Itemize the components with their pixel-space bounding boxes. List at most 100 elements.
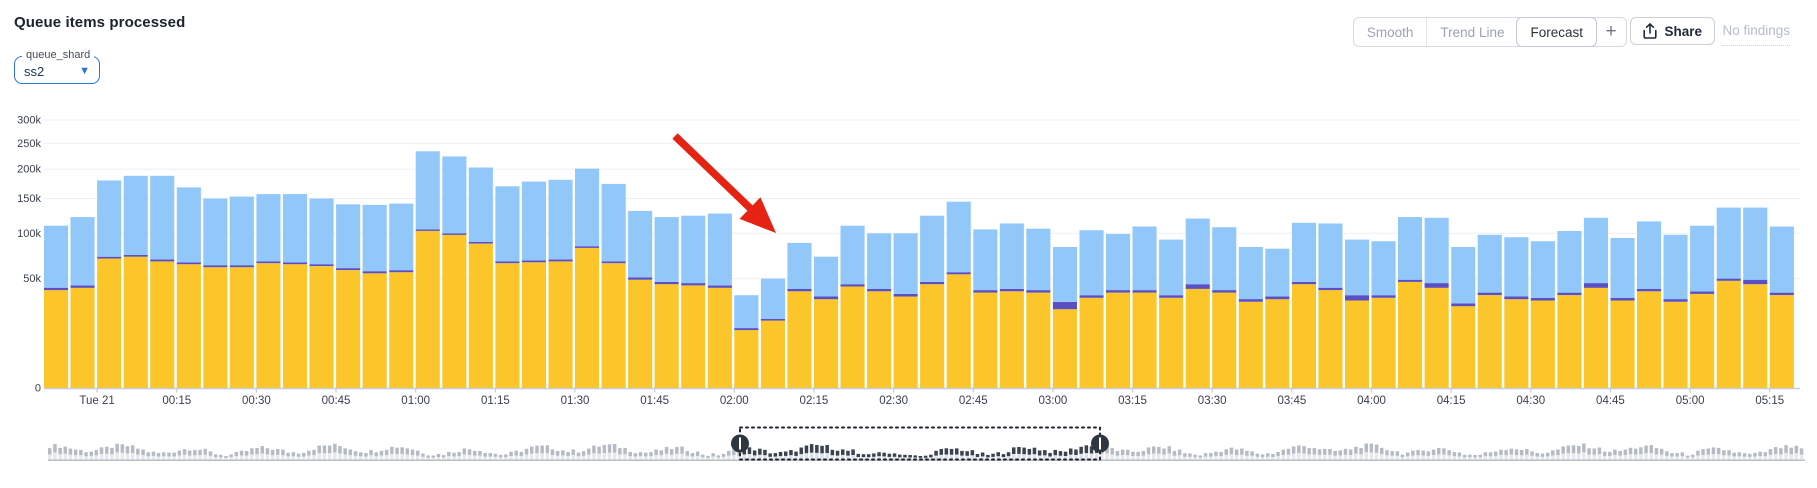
bar-segment-yellow [760,320,785,388]
svg-text:01:30: 01:30 [561,395,590,407]
bar-segment-yellow [1663,301,1688,388]
overview-minimap[interactable] [48,426,1805,461]
bar-segment-purple [150,259,175,262]
bar-segment-yellow [70,287,95,388]
bar-segment-yellow [1637,291,1662,388]
queue-shard-field-label: queue_shard [22,49,95,61]
bar-segment-purple [1079,295,1104,298]
bar-segment-yellow [601,263,626,388]
svg-text:03:00: 03:00 [1039,395,1068,407]
bar-segment-purple [1424,283,1449,288]
bar-segment-yellow [1716,280,1741,388]
bar-segment-purple [1637,288,1662,292]
bar-segment-yellow [893,296,918,388]
bar-segment-purple [97,256,122,259]
svg-text:250k: 250k [17,138,41,150]
bar-segment-blue [44,225,69,288]
share-button-label: Share [1664,23,1702,39]
bar-segment-blue [654,217,679,282]
bar-segment-yellow [336,270,361,388]
svg-text:0: 0 [35,383,41,395]
bar-segment-yellow [1318,290,1343,388]
forecast-toggle[interactable]: Forecast [1516,17,1597,47]
bar-segment-blue [1398,217,1423,280]
chevron-down-icon: ▼ [79,64,90,77]
bar-segment-blue [787,242,812,289]
bar-segment-purple [1265,296,1290,300]
svg-text:02:45: 02:45 [959,395,988,407]
bar-segment-yellow [1557,295,1582,388]
stacked-bars[interactable] [44,151,1794,388]
svg-text:01:15: 01:15 [481,395,510,407]
bar-segment-yellow [1238,301,1263,388]
bar-segment-blue [1504,237,1529,297]
bar-segment-yellow [1690,293,1715,388]
bar-segment-purple [1557,292,1582,296]
bar-segment-yellow [920,284,945,388]
bar-segment-blue [1743,207,1768,280]
bar-segment-blue [946,201,971,273]
no-findings-link[interactable]: No findings [1722,17,1790,46]
queue-shard-select[interactable]: queue_shard ss2 ▼ [14,49,100,84]
bar-segment-yellow [1079,297,1104,388]
trend-line-toggle[interactable]: Trend Line [1426,18,1517,46]
bar-segment-purple [920,281,945,285]
bar-segment-purple [787,288,812,292]
bar-segment-purple [1371,295,1396,298]
bar-segment-purple [1477,292,1502,296]
bar-segment-purple [1610,297,1635,301]
bar-segment-blue [920,215,945,282]
bar-segment-yellow [283,264,308,388]
bar-segment-purple [1663,299,1688,302]
bar-segment-purple [203,265,228,268]
bar-segment-yellow [468,243,493,388]
svg-text:04:45: 04:45 [1596,395,1625,407]
bar-segment-blue [1583,217,1608,284]
bar-segment-purple [999,288,1024,292]
bar-segment-purple [362,271,387,274]
add-overlay-button[interactable]: + [1605,21,1617,42]
bar-segment-yellow [654,284,679,388]
svg-text:01:45: 01:45 [640,395,669,407]
bar-segment-purple [548,259,573,262]
bar-segment-yellow [521,262,546,388]
bar-segment-yellow [840,286,865,388]
share-button[interactable]: Share [1630,17,1715,45]
brush-handle-left[interactable] [731,434,749,453]
bar-segment-yellow [681,285,706,388]
bar-segment-yellow [389,272,414,388]
chart-title: Queue items processed [14,14,186,31]
bar-segment-yellow [123,256,148,388]
bar-segment-purple [707,285,732,288]
bar-segment-blue [415,151,440,230]
bar-segment-yellow [1185,288,1210,388]
bar-segment-blue [362,204,387,272]
bar-segment-yellow [495,263,520,388]
svg-text:200k: 200k [17,164,41,176]
brush-handle-right[interactable] [1091,434,1109,453]
bar-segment-yellow [309,266,334,388]
bar-segment-yellow [787,291,812,388]
bar-segment-blue [256,194,281,262]
bar-segment-blue [548,179,573,260]
bar-segment-purple [1451,303,1476,307]
bar-segment-blue [1052,247,1077,302]
bar-segment-purple [681,283,706,286]
bar-segment-purple [575,246,600,248]
bar-segment-purple [628,277,653,280]
bar-segment-purple [601,261,626,264]
svg-text:03:45: 03:45 [1277,395,1306,407]
svg-text:03:15: 03:15 [1118,395,1147,407]
bar-segment-yellow [176,264,201,388]
svg-text:04:00: 04:00 [1357,395,1386,407]
bar-segment-purple [1716,278,1741,281]
smooth-toggle[interactable]: Smooth [1366,24,1414,40]
bar-segment-yellow [1743,284,1768,388]
bar-segment-blue [1079,230,1104,296]
bar-segment-purple [229,265,254,268]
bar-segment-yellow [256,263,281,388]
bar-segment-purple [1743,279,1768,285]
bar-segment-yellow [1371,297,1396,388]
svg-text:02:30: 02:30 [879,395,908,407]
